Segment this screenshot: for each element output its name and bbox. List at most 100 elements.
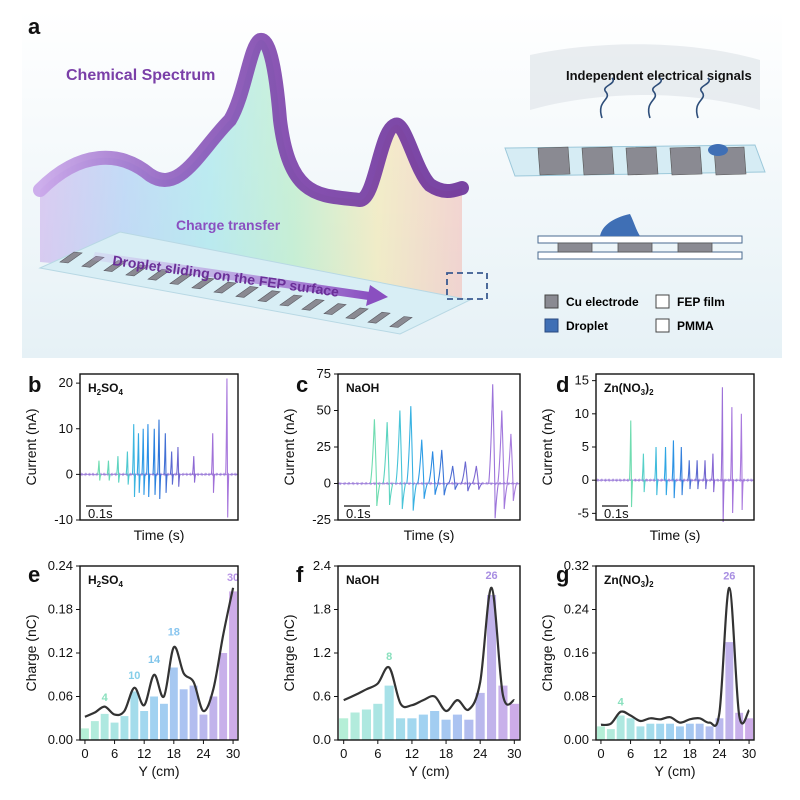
y-tick-label: 10	[59, 421, 73, 436]
current-peak	[406, 406, 417, 511]
x-tick-label: 24	[196, 746, 210, 761]
baseline-trace	[595, 478, 755, 483]
x-tick-label: 24	[712, 746, 726, 761]
chart-chemical-label: NaOH	[346, 573, 379, 587]
current-peak	[654, 446, 659, 496]
charge-bar	[209, 696, 218, 740]
charge-bar	[464, 719, 474, 740]
charge-bar	[189, 685, 198, 740]
charge-bar	[219, 653, 228, 740]
current-peak	[679, 446, 684, 496]
charge-bar	[199, 714, 208, 740]
y-tick-label: -25	[312, 512, 331, 527]
current-peak	[382, 422, 394, 506]
x-axis-label: Time (s)	[404, 527, 455, 543]
current-peak	[417, 439, 428, 499]
cu-strip	[191, 277, 215, 290]
current-peak	[125, 451, 130, 485]
charge-bar	[745, 718, 753, 741]
current-peak	[225, 378, 230, 518]
charge-bar	[676, 726, 684, 740]
y-tick-label: 0.32	[564, 558, 589, 573]
y-tick-label: 2.4	[313, 558, 331, 573]
x-tick-label: 12	[137, 746, 151, 761]
cu-electrode-legend: Cu electrode	[566, 295, 639, 309]
y-tick-label: 25	[317, 439, 331, 454]
y-axis-label: Charge (nC)	[281, 614, 297, 691]
y-axis-label: Current (nA)	[281, 408, 297, 485]
independent-signals-label: Independent electrical signals	[566, 68, 752, 83]
peak-annotation: 10	[128, 670, 140, 682]
current-peak	[695, 460, 700, 490]
fep-film-legend: FEP film	[677, 295, 725, 309]
x-tick-label: 30	[226, 746, 240, 761]
charge-bar	[509, 703, 519, 741]
pmma-legend: PMMA	[677, 319, 714, 333]
charge-bar	[100, 713, 109, 740]
panel-letter-b: b	[28, 372, 41, 397]
charge-bar	[130, 691, 139, 740]
cu-electrode-swatch	[544, 294, 559, 309]
x-tick-label: 18	[439, 746, 453, 761]
x-tick-label: 12	[405, 746, 419, 761]
charge-bar	[110, 722, 119, 740]
y-tick-label: 0.00	[564, 732, 589, 747]
charge-bar	[120, 716, 129, 740]
charge-bar	[606, 729, 615, 740]
y-tick-label: 50	[317, 403, 331, 418]
cu-strip	[345, 307, 369, 320]
x-axis-label: Time (s)	[134, 527, 185, 543]
current-peak	[720, 387, 725, 523]
current-peak	[703, 460, 708, 490]
current-peak	[506, 433, 518, 501]
current-peak	[687, 460, 692, 490]
charge-bar	[160, 703, 168, 741]
droplet-legend: Droplet	[566, 319, 608, 333]
spectrum-curtain	[40, 39, 462, 300]
chart-chemical-label: H2SO4	[88, 573, 123, 589]
y-tick-label: 0.08	[564, 689, 589, 704]
x-tick-label: 0	[81, 746, 88, 761]
device-illustration: Independent electrical signals	[504, 44, 766, 260]
scale-bar-label: 0.1s	[604, 506, 629, 521]
current-peak	[106, 460, 111, 481]
charge-bar	[418, 714, 428, 740]
charge-transfer-label: Charge transfer	[176, 217, 281, 233]
chemical-spectrum-label: Chemical Spectrum	[66, 67, 215, 84]
x-tick-label: 6	[374, 746, 381, 761]
x-axis-label: Time (s)	[650, 527, 701, 543]
chart-f: f 8 26 0 6 12 18 24 30 0.0 0.6 1.2 1.8 2.4 Y (cm) Charg…	[281, 558, 522, 779]
cu-strip	[279, 294, 303, 307]
x-tick-label: 0	[597, 746, 604, 761]
current-peak	[210, 433, 216, 493]
device-strip	[581, 146, 615, 176]
plot-frame	[595, 373, 755, 521]
pmma-swatch	[655, 318, 670, 333]
peak-annotation: 26	[485, 570, 497, 582]
droplet-illustration	[708, 144, 728, 156]
current-peak	[141, 428, 146, 495]
charge-bar	[656, 723, 665, 740]
charge-bar	[705, 726, 714, 740]
charge-bar	[636, 726, 645, 740]
panel-letter-g: g	[556, 562, 569, 587]
y-tick-label: -10	[54, 512, 73, 527]
chart-e: e 4 10 14 18 30 0 6 12 18 24 30 0.00 0.06 0.12 0.18 0.24…	[23, 558, 240, 779]
charge-bar	[396, 718, 406, 741]
sliding-arrow	[92, 252, 388, 306]
current-peak	[152, 428, 157, 495]
droplet-swatch	[544, 318, 559, 333]
y-tick-label: 0.16	[564, 645, 589, 660]
fit-curve	[600, 586, 751, 727]
spectrum-ribbon	[33, 33, 469, 208]
cu-strip	[389, 316, 413, 328]
charge-bar	[685, 723, 694, 740]
legend-panel-a: Cu electrode Droplet FEP film PMMA	[544, 294, 725, 333]
charge-bar	[373, 703, 383, 741]
charge-bar	[735, 712, 744, 740]
charge-bar	[597, 726, 605, 740]
y-tick-label: 0.0	[313, 732, 331, 747]
zoom-box	[446, 272, 488, 300]
y-tick-label: 0.18	[48, 602, 73, 617]
current-peak	[369, 419, 381, 507]
